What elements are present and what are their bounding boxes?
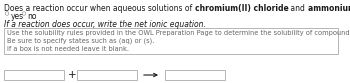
Text: If a box is not needed leave it blank.: If a box is not needed leave it blank. — [7, 46, 129, 52]
Text: and: and — [288, 4, 308, 13]
Text: chromium(II) chloride: chromium(II) chloride — [195, 4, 288, 13]
Text: ammonium sulfide: ammonium sulfide — [308, 4, 350, 13]
FancyBboxPatch shape — [77, 70, 137, 80]
Text: Use the solubility rules provided in the OWL Preparation Page to determine the s: Use the solubility rules provided in the… — [7, 30, 350, 36]
FancyBboxPatch shape — [4, 70, 64, 80]
Text: Be sure to specify states such as (aq) or (s).: Be sure to specify states such as (aq) o… — [7, 38, 154, 44]
Text: +: + — [68, 70, 77, 80]
FancyBboxPatch shape — [165, 70, 225, 80]
Text: yes: yes — [10, 12, 23, 21]
Text: no: no — [27, 12, 37, 21]
Text: Does a reaction occur when aqueous solutions of: Does a reaction occur when aqueous solut… — [4, 4, 195, 13]
FancyBboxPatch shape — [4, 28, 338, 54]
Text: If a reaction does occur, write the net ionic equation.: If a reaction does occur, write the net … — [4, 20, 206, 29]
